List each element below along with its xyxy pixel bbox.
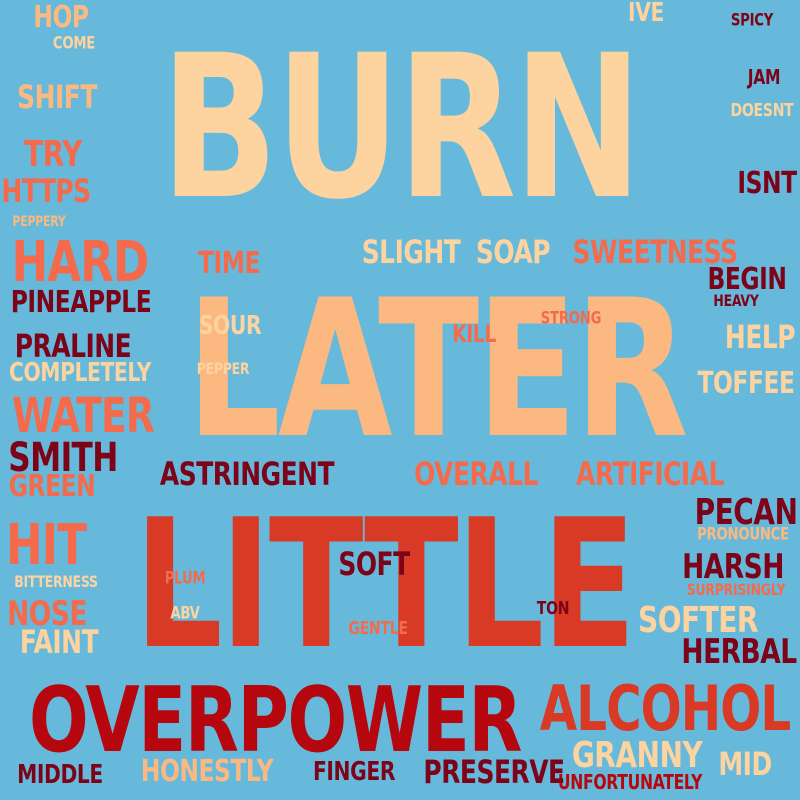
word-green: GREEN — [8, 469, 96, 504]
word-slight: SLIGHT — [361, 233, 461, 271]
word-surprisingly: SURPRISINGLY — [686, 580, 786, 599]
word-isnt: ISNT — [737, 166, 797, 201]
word-finger: FINGER — [312, 757, 396, 787]
word-astringent: ASTRINGENT — [159, 455, 335, 493]
word-try: TRY — [24, 134, 82, 175]
word-kill: KILL — [452, 320, 496, 348]
word-granny: GRANNY — [571, 735, 703, 776]
word-overpower: OVERPOWER — [28, 668, 522, 773]
word-doesnt: DOESNT — [730, 100, 794, 121]
word-praline: PRALINE — [14, 327, 132, 365]
word-pecan: PECAN — [694, 492, 798, 533]
word-toffee: TOFFEE — [697, 366, 795, 401]
word-peppery: PEPPERY — [12, 214, 66, 230]
word-alcohol: ALCOHOL — [539, 672, 791, 745]
word-artificial: ARTIFICIAL — [576, 455, 724, 493]
word-time: TIME — [197, 246, 261, 281]
word-hop: HOP — [33, 0, 89, 35]
word-ive: IVE — [628, 0, 664, 28]
word-abv: ABV — [170, 603, 200, 624]
word-hard: HARD — [11, 230, 150, 295]
word-faint: FAINT — [19, 623, 99, 661]
word-smith: SMITH — [8, 435, 118, 481]
word-nose: NOSE — [7, 594, 87, 634]
word-unfortunately: UNFORTUNATELY — [557, 770, 703, 794]
word-bitterness: BITTERNESS — [14, 572, 98, 591]
word-hit: HIT — [6, 513, 87, 578]
word-spicy: SPICY — [730, 10, 774, 31]
word-pineapple: PINEAPPLE — [10, 285, 152, 320]
word-soft: SOFT — [338, 545, 410, 583]
word-herbal: HERBAL — [681, 632, 797, 672]
word-shift: SHIFT — [17, 78, 97, 116]
word-later: LATER — [186, 259, 688, 480]
word-begin: BEGIN — [707, 262, 787, 297]
word-completely: COMPLETELY — [8, 358, 152, 388]
word-softer: SOFTER — [638, 600, 758, 641]
word-https: HTTPS — [1, 172, 91, 210]
word-jam: JAM — [747, 65, 781, 89]
word-gentle: GENTLE — [348, 618, 408, 639]
word-heavy: HEAVY — [713, 291, 759, 310]
word-mid: MID — [718, 745, 772, 783]
word-water: WATER — [12, 388, 155, 444]
word-sweetness: SWEETNESS — [572, 233, 738, 271]
word-strong: STRONG — [540, 308, 602, 329]
word-harsh: HARSH — [682, 547, 784, 587]
word-ton: TON — [536, 598, 570, 619]
word-preserve: PRESERVE — [423, 753, 565, 791]
word-middle: MIDDLE — [17, 760, 103, 790]
word-pronounce: PRONOUNCE — [697, 524, 789, 545]
word-honestly: HONESTLY — [140, 754, 274, 789]
word-overall: OVERALL — [414, 455, 538, 493]
word-plum: PLUM — [164, 568, 206, 589]
word-help: HELP — [724, 318, 796, 356]
word-sour: SOUR — [198, 311, 262, 341]
word-come: COME — [52, 33, 96, 54]
word-soap: SOAP — [475, 233, 551, 271]
word-burn: BURN — [160, 12, 643, 243]
word-pepper: PEPPER — [196, 359, 250, 378]
word-little: LITTLE — [134, 481, 636, 688]
